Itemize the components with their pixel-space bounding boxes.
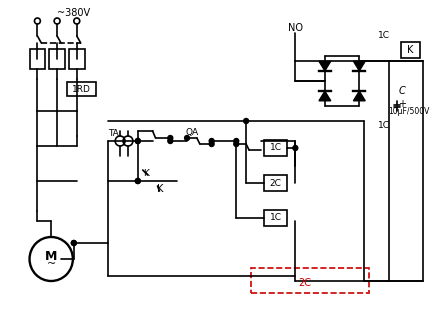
Bar — [29, 49, 45, 69]
Circle shape — [234, 142, 239, 146]
Text: K: K — [143, 169, 149, 178]
Bar — [264, 210, 288, 226]
Text: 1C: 1C — [270, 213, 281, 222]
Polygon shape — [319, 91, 331, 101]
Circle shape — [136, 138, 140, 143]
Bar — [49, 49, 65, 69]
Bar — [401, 42, 420, 58]
Text: 1C: 1C — [378, 122, 390, 131]
Text: K: K — [407, 45, 414, 55]
Bar — [67, 82, 97, 96]
Circle shape — [244, 118, 249, 123]
Text: NO: NO — [288, 23, 303, 33]
Text: ~: ~ — [47, 259, 56, 269]
Circle shape — [209, 138, 214, 143]
Circle shape — [136, 179, 140, 183]
Text: 2C: 2C — [299, 278, 312, 288]
Text: 2C: 2C — [270, 179, 281, 188]
Circle shape — [136, 138, 140, 143]
Bar — [69, 49, 85, 69]
Text: +: + — [397, 99, 406, 109]
Text: K: K — [157, 184, 164, 194]
Circle shape — [168, 136, 173, 141]
Circle shape — [293, 146, 298, 151]
Polygon shape — [353, 91, 365, 101]
Text: M: M — [45, 249, 58, 262]
Bar — [264, 175, 288, 191]
Circle shape — [136, 179, 140, 183]
Text: TA: TA — [108, 128, 119, 137]
Text: 10μF/500V: 10μF/500V — [388, 106, 429, 115]
Text: 1C: 1C — [378, 31, 390, 40]
Bar — [264, 140, 288, 156]
Circle shape — [234, 138, 239, 143]
Text: ~380V: ~380V — [57, 8, 90, 18]
Circle shape — [71, 240, 76, 245]
Bar — [251, 268, 369, 293]
Polygon shape — [353, 61, 365, 71]
Text: C: C — [398, 86, 405, 96]
Text: 1C: 1C — [270, 143, 281, 152]
Circle shape — [184, 136, 190, 141]
Circle shape — [168, 138, 173, 143]
Text: QA: QA — [185, 128, 198, 137]
Polygon shape — [319, 61, 331, 71]
Circle shape — [71, 240, 76, 245]
Text: 1RD: 1RD — [72, 85, 91, 94]
Circle shape — [209, 142, 214, 146]
